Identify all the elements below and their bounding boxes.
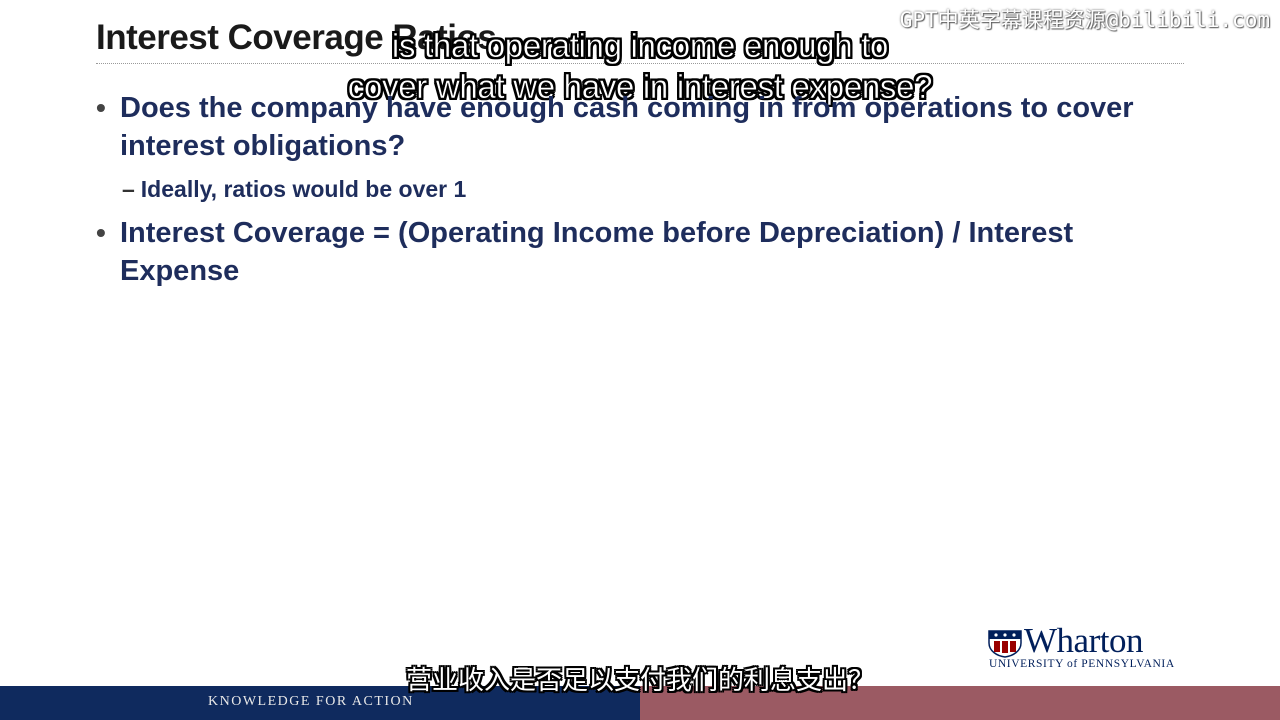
dash-icon: – — [122, 176, 135, 202]
bullet-item-cash-question: • Does the company have enough cash comi… — [96, 89, 1186, 165]
sub-bullet-item-ratio-over-1: – Ideally, ratios would be over 1 — [122, 176, 466, 203]
bullet-text: Does the company have enough cash coming… — [120, 92, 1134, 162]
bullet-text: Interest Coverage = (Operating Income be… — [120, 217, 1074, 287]
footer-tagline: KNOWLEDGE FOR ACTION — [208, 694, 414, 709]
bullet-dot-icon: • — [96, 92, 106, 123]
sub-bullet-text: Ideally, ratios would be over 1 — [140, 176, 467, 202]
bullet-dot-icon: • — [96, 217, 106, 248]
footer-bar: KNOWLEDGE FOR ACTION — [0, 686, 1280, 720]
watermark: GPT中英字幕课程资源@bilibili.com — [899, 8, 1270, 32]
wharton-logo: Wharton UNIVERSITY of PENNSYLVANIA — [988, 621, 1193, 673]
bullet-item-interest-coverage-formula: • Interest Coverage = (Operating Income … — [96, 214, 1186, 290]
footer-right-band — [640, 686, 1280, 720]
logo-university: UNIVERSITY of PENNSYLVANIA — [989, 658, 1175, 670]
english-subtitle-line-2: cover what we have in interest expense? — [347, 68, 933, 105]
slide-title: Interest Coverage Ratios — [96, 18, 497, 57]
logo-wordmark: Wharton — [1024, 621, 1143, 660]
title-divider — [96, 63, 1184, 64]
chinese-subtitle: 营业收入是否足以支付我们的利息支出？ — [405, 666, 875, 696]
footer-left-band: KNOWLEDGE FOR ACTION — [0, 686, 640, 720]
english-subtitle-line-1: is that operating income enough to — [391, 27, 889, 64]
penn-shield-icon — [988, 630, 1022, 658]
